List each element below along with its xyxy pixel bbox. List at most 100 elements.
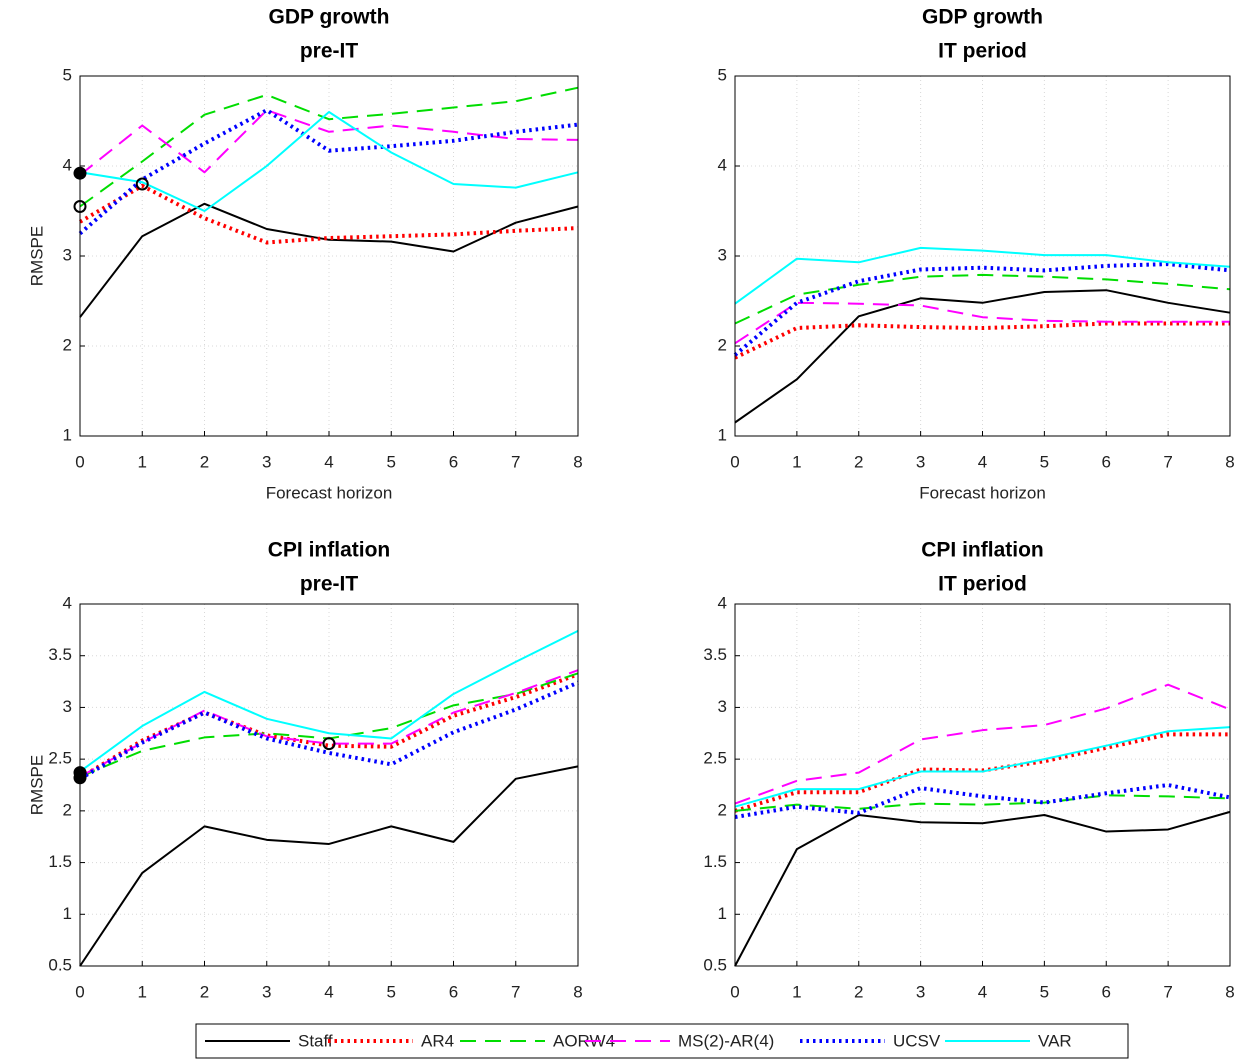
series-line <box>733 262 1231 357</box>
y-tick-label: 3.5 <box>703 645 727 664</box>
y-axis-label: RMSPE <box>27 755 46 815</box>
y-tick-label: 3 <box>718 697 727 716</box>
x-tick-label: 5 <box>387 982 396 1001</box>
chart-subtitle: IT period <box>938 573 1027 596</box>
chart-subtitle: pre-IT <box>300 573 359 596</box>
y-tick-label: 0.5 <box>703 955 727 974</box>
x-tick-label: 1 <box>138 452 147 471</box>
series-line <box>78 680 579 781</box>
marker <box>135 177 149 191</box>
y-tick-label: 5 <box>718 65 727 84</box>
x-tick-label: 0 <box>730 452 739 471</box>
x-tick-label: 0 <box>75 452 84 471</box>
x-tick-label: 0 <box>75 982 84 1001</box>
y-tick-label: 2.5 <box>703 749 727 768</box>
x-tick-label: 7 <box>511 982 520 1001</box>
series-line <box>734 246 1231 305</box>
plot-frame <box>79 603 579 967</box>
chart-subtitle: pre-IT <box>300 40 359 63</box>
x-tick-label: 7 <box>511 452 520 471</box>
x-tick-label: 6 <box>1102 452 1111 471</box>
x-tick-label: 6 <box>449 452 458 471</box>
series-line <box>734 683 1231 805</box>
x-tick-label: 2 <box>854 982 863 1001</box>
x-tick-label: 3 <box>262 982 271 1001</box>
y-axis-label: RMSPE <box>27 226 46 286</box>
legend-label: MS(2)-AR(4) <box>678 1031 774 1050</box>
x-tick-label: 0 <box>730 982 739 1001</box>
y-tick-label: 2 <box>718 800 727 819</box>
x-tick-label: 1 <box>792 452 801 471</box>
y-tick-label: 2 <box>63 800 72 819</box>
x-tick-label: 3 <box>262 452 271 471</box>
series-line <box>734 810 1231 967</box>
legend-label: AORW4 <box>553 1031 615 1050</box>
x-tick-label: 6 <box>1102 982 1111 1001</box>
chart-subtitle: IT period <box>938 40 1027 63</box>
x-tick-label: 7 <box>1163 982 1172 1001</box>
x-tick-label: 4 <box>324 452 333 471</box>
x-tick-label: 5 <box>387 452 396 471</box>
x-tick-label: 8 <box>573 982 582 1001</box>
series-line <box>78 108 579 236</box>
y-tick-label: 3.5 <box>48 645 72 664</box>
y-tick-label: 4 <box>63 155 72 174</box>
y-tick-label: 1 <box>63 904 72 923</box>
x-tick-label: 2 <box>200 982 209 1001</box>
x-tick-label: 6 <box>449 982 458 1001</box>
series-line <box>734 794 1231 812</box>
x-tick-label: 8 <box>573 452 582 471</box>
y-tick-label: 0.5 <box>48 955 72 974</box>
legend-label: AR4 <box>421 1031 454 1050</box>
x-tick-label: 8 <box>1225 982 1234 1001</box>
series-line <box>79 111 579 212</box>
x-tick-label: 3 <box>916 452 925 471</box>
series-line <box>734 726 1231 808</box>
y-tick-label: 4 <box>63 593 72 612</box>
plot-frame <box>79 75 579 437</box>
x-tick-label: 2 <box>200 452 209 471</box>
y-tick-label: 1.5 <box>48 852 72 871</box>
x-axis-label: Forecast horizon <box>919 483 1046 502</box>
series-line <box>734 289 1231 424</box>
series-line <box>79 109 579 176</box>
x-tick-label: 2 <box>854 452 863 471</box>
x-tick-label: 1 <box>138 982 147 1001</box>
y-tick-label: 3 <box>63 245 72 264</box>
x-tick-label: 7 <box>1163 452 1172 471</box>
series-line <box>79 629 579 773</box>
y-tick-label: 2 <box>718 335 727 354</box>
chart-title: CPI inflation <box>268 539 391 562</box>
x-tick-label: 4 <box>324 982 333 1001</box>
series-line <box>78 183 579 245</box>
x-tick-label: 5 <box>1040 982 1049 1001</box>
y-tick-label: 4 <box>718 155 727 174</box>
chart-title: GDP growth <box>269 6 390 29</box>
y-tick-label: 1 <box>63 425 72 444</box>
series-line <box>79 765 579 967</box>
series-line <box>79 86 579 208</box>
legend-label: VAR <box>1038 1031 1072 1050</box>
chart-title: CPI inflation <box>921 539 1044 562</box>
y-tick-label: 3 <box>718 245 727 264</box>
legend-label: Staff <box>298 1031 333 1050</box>
x-tick-label: 8 <box>1225 452 1234 471</box>
x-tick-label: 4 <box>978 452 987 471</box>
plot-frame <box>734 75 1231 437</box>
marker <box>322 737 336 751</box>
series-line <box>78 672 579 780</box>
y-tick-label: 3 <box>63 697 72 716</box>
plot-frame <box>734 603 1231 967</box>
y-tick-label: 2 <box>63 335 72 354</box>
y-tick-label: 5 <box>63 65 72 84</box>
y-tick-label: 2.5 <box>48 749 72 768</box>
series-line <box>734 783 1231 820</box>
chart-title: GDP growth <box>922 6 1043 29</box>
y-tick-label: 1 <box>718 425 727 444</box>
x-tick-label: 3 <box>916 982 925 1001</box>
x-axis-label: Forecast horizon <box>266 483 393 502</box>
x-tick-label: 1 <box>792 982 801 1001</box>
series-line <box>734 732 1230 813</box>
y-tick-label: 1.5 <box>703 852 727 871</box>
